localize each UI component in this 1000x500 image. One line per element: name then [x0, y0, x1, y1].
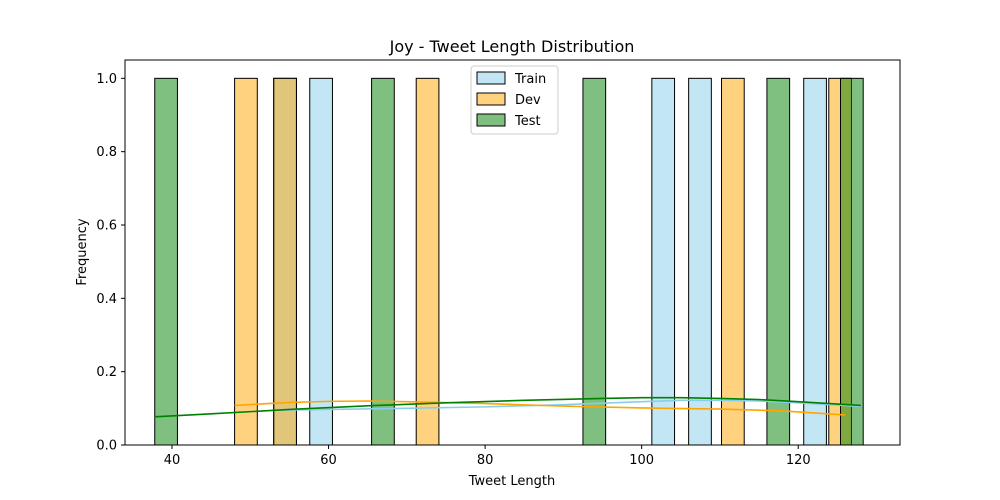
legend-label-dev: Dev: [515, 93, 541, 108]
y-axis-label: Frequency: [75, 218, 90, 285]
bars-layer: [154, 77, 864, 446]
plot-frame: [124, 59, 901, 446]
bar-test-4: [840, 77, 864, 446]
y-tick-label: 0.2: [96, 365, 117, 380]
y-tick-label: 0.6: [96, 219, 117, 234]
y-axis-ticks: 0.0 0.2 0.4 0.6 0.8 1.0: [96, 72, 125, 454]
y-tick-label: 0.4: [96, 292, 117, 307]
legend-swatch-train: [476, 71, 506, 85]
x-axis-ticks: 40 60 80 100 120: [164, 445, 811, 468]
bar-test-2: [582, 77, 607, 446]
bar-test-0: [154, 77, 178, 446]
kde-line-test: [154, 396, 861, 418]
x-tick-label: 80: [477, 453, 494, 468]
bar-test-3: [766, 77, 791, 446]
kde-line-train: [273, 399, 861, 411]
x-tick-label: 100: [629, 453, 654, 468]
bar-train-2: [651, 77, 676, 446]
bar-dev-2: [415, 77, 440, 446]
bar-train-3: [688, 77, 712, 446]
legend-swatch-dev: [476, 92, 506, 106]
bar-train-4: [803, 77, 827, 446]
kde-line-dev: [234, 400, 846, 416]
legend-label-train: Train: [514, 72, 546, 87]
y-tick-label: 1.0: [96, 72, 117, 87]
bar-dev-3: [721, 77, 745, 446]
legend: Train Dev Test: [470, 65, 559, 135]
y-tick-label: 0.0: [96, 439, 117, 454]
chart-title: Joy - Tweet Length Distribution: [389, 37, 635, 56]
x-tick-label: 60: [320, 453, 337, 468]
bar-train-1: [309, 77, 333, 446]
x-axis-label: Tweet Length: [468, 474, 556, 489]
y-tick-label: 0.8: [96, 145, 117, 160]
x-tick-label: 120: [786, 453, 811, 468]
legend-label-test: Test: [514, 114, 541, 129]
x-tick-label: 40: [164, 453, 181, 468]
bar-dev-1: [273, 77, 297, 446]
bar-dev-0: [234, 77, 258, 446]
bar-test-1: [371, 77, 395, 446]
legend-swatch-test: [476, 113, 506, 127]
kde-layer: [154, 396, 861, 418]
